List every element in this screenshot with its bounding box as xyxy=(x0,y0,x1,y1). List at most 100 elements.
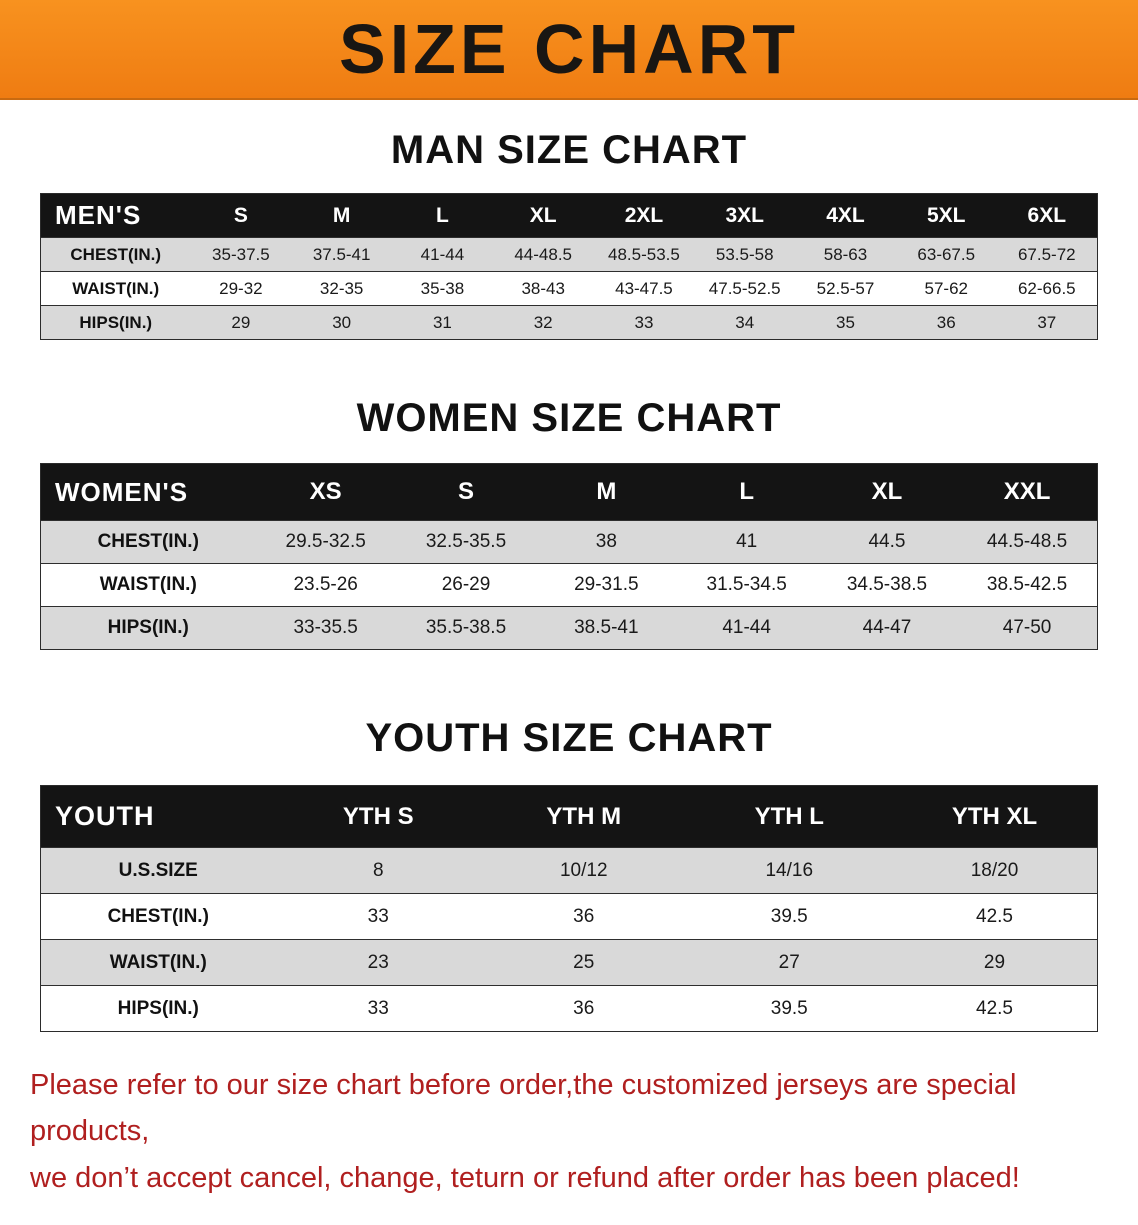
column-header: YTH L xyxy=(686,785,892,848)
table-row: HIPS(IN.) 33 36 39.5 42.5 xyxy=(40,985,1098,1032)
table-row: CHEST(IN.) 29.5-32.5 32.5-35.5 38 41 44.5 44.5… xyxy=(40,520,1098,564)
women-size-table: WOMEN'S XS S M L XL XXL CHEST(IN.) 29.5-32.5 32.5… xyxy=(40,463,1098,650)
column-header: S xyxy=(395,463,537,521)
column-header: 4XL xyxy=(795,193,896,238)
table-cell: 33 xyxy=(367,997,389,1019)
table-row: HIPS(IN.) 29 30 31 32 33 34 35 36 37 xyxy=(40,305,1098,340)
table-cell: 27 xyxy=(778,951,800,973)
table-cell: 23 xyxy=(367,951,389,973)
column-header: YTH S xyxy=(275,785,481,848)
table-row: U.S.SIZE 8 10/12 14/16 18/20 xyxy=(40,847,1098,894)
table-cell: 29.5-32.5 xyxy=(285,531,366,552)
table-cell: 35 xyxy=(836,312,855,332)
table-cell: 62-66.5 xyxy=(1017,278,1076,298)
row-label: HIPS(IN.) xyxy=(79,312,153,332)
table-cell: 43-47.5 xyxy=(615,278,673,298)
table-cell: 25 xyxy=(573,951,595,973)
table-cell: 31 xyxy=(432,312,452,332)
table-cell: 53.5-58 xyxy=(715,244,774,264)
table-cell: 36 xyxy=(573,905,595,927)
table-cell: 57-62 xyxy=(924,278,968,298)
table-cell: 23.5-26 xyxy=(293,574,358,595)
table-cell: 34.5-38.5 xyxy=(846,574,928,595)
table-cell: 36 xyxy=(573,997,595,1019)
table-cell: 10/12 xyxy=(559,859,608,881)
table-cell: 38.5-41 xyxy=(574,617,639,638)
table-cell: 41 xyxy=(736,531,758,552)
row-label: CHEST(IN.) xyxy=(107,905,209,927)
table-cell: 52.5-57 xyxy=(816,278,875,298)
column-header: L xyxy=(392,193,493,238)
table-cell: 42.5 xyxy=(976,997,1013,1019)
table-cell: 38 xyxy=(595,531,617,552)
column-header: 3XL xyxy=(694,193,796,238)
column-header: YTH XL xyxy=(892,785,1098,848)
row-label: WAIST(IN.) xyxy=(109,951,207,973)
table-cell: 35-38 xyxy=(420,278,465,298)
table-cell: 36 xyxy=(936,312,956,332)
table-corner-label: WOMEN'S xyxy=(40,463,256,521)
footer-note: Please refer to our size chart before or… xyxy=(0,1062,1138,1225)
table-cell: 26-29 xyxy=(441,574,491,595)
column-header: 6XL xyxy=(996,193,1098,238)
table-cell: 67.5-72 xyxy=(1017,244,1076,264)
table-cell: 32-35 xyxy=(319,278,364,298)
column-header: M xyxy=(536,463,677,521)
table-cell: 29 xyxy=(983,951,1006,973)
youth-size-chart-heading: YOUTH SIZE CHART xyxy=(365,716,773,760)
table-cell: 41-44 xyxy=(722,617,771,638)
column-header: M xyxy=(291,193,393,238)
table-cell: 37 xyxy=(1037,312,1057,332)
table-cell: 41-44 xyxy=(420,244,465,264)
column-header: S xyxy=(190,193,292,238)
table-row: WAIST(IN.) 23 25 27 29 xyxy=(40,939,1098,986)
table-cell: 44.5-48.5 xyxy=(986,531,1068,552)
table-cell: 8 xyxy=(372,859,384,881)
table-cell: 33 xyxy=(634,312,654,332)
table-corner-label: YOUTH xyxy=(40,785,276,848)
header-row: YOUTH YTH S YTH M YTH L YTH XL xyxy=(40,785,1098,848)
man-size-chart-heading: MAN SIZE CHART xyxy=(390,128,748,172)
table-cell: 39.5 xyxy=(770,997,808,1019)
footer-note-line-2: we don’t accept cancel, change, teturn o… xyxy=(30,1161,1020,1194)
column-header: XL xyxy=(816,463,958,521)
table-row: WAIST(IN.) 29-32 32-35 35-38 38-43 43-47.5 47.… xyxy=(40,271,1098,306)
row-label: CHEST(IN.) xyxy=(97,531,199,552)
man-size-table: MEN'S S M L XL 2XL 3XL 4XL 5XL 6XL CHEST(IN.) 35-37… xyxy=(40,193,1098,340)
table-cell: 33-35.5 xyxy=(293,617,358,638)
row-label: U.S.SIZE xyxy=(118,859,198,881)
row-label: WAIST(IN.) xyxy=(72,278,160,298)
row-label: HIPS(IN.) xyxy=(117,997,199,1019)
table-cell: 38-43 xyxy=(521,278,565,298)
women-size-chart-heading: WOMEN SIZE CHART xyxy=(356,396,782,440)
table-cell: 31.5-34.5 xyxy=(706,574,787,595)
table-cell: 18/20 xyxy=(970,859,1019,881)
table-corner-label: MEN'S xyxy=(40,193,191,238)
table-row: HIPS(IN.) 33-35.5 35.5-38.5 38.5-41 41-44 44-… xyxy=(40,606,1098,650)
women-size-chart-section: WOMEN SIZE CHART WOMEN'S XS S M L XL XXL CHEST(… xyxy=(0,340,1138,650)
column-header: XL xyxy=(492,193,594,238)
banner-title: SIZE CHART xyxy=(339,10,799,88)
table-cell: 33 xyxy=(367,905,389,927)
man-size-chart-section: MAN SIZE CHART MEN'S S M L XL 2XL 3XL 4XL 5XL 6XL… xyxy=(0,100,1138,340)
table-cell: 38.5-42.5 xyxy=(986,574,1068,595)
table-cell: 37.5-41 xyxy=(312,244,371,264)
table-row: WAIST(IN.) 23.5-26 26-29 29-31.5 31.5-34.5 34… xyxy=(40,563,1098,607)
table-cell: 39.5 xyxy=(770,905,808,927)
banner: SIZE CHART xyxy=(0,0,1138,100)
table-row: CHEST(IN.) 35-37.5 37.5-41 41-44 44-48.5 48.5… xyxy=(40,237,1098,272)
youth-size-chart-section: YOUTH SIZE CHART YOUTH YTH S YTH M YTH L YTH… xyxy=(0,650,1138,1032)
table-cell: 44-47 xyxy=(862,617,912,638)
table-cell: 47.5-52.5 xyxy=(708,278,781,298)
row-label: WAIST(IN.) xyxy=(99,574,197,595)
column-header: XXL xyxy=(957,463,1098,521)
table-cell: 44-48.5 xyxy=(514,244,573,264)
header-row: MEN'S S M L XL 2XL 3XL 4XL 5XL 6XL xyxy=(40,193,1098,238)
table-cell: 29-32 xyxy=(219,278,263,298)
table-cell: 29 xyxy=(231,312,251,332)
column-header: XS xyxy=(255,463,396,521)
table-cell: 35.5-38.5 xyxy=(425,617,507,638)
table-cell: 42.5 xyxy=(976,905,1013,927)
table-cell: 30 xyxy=(332,312,352,332)
